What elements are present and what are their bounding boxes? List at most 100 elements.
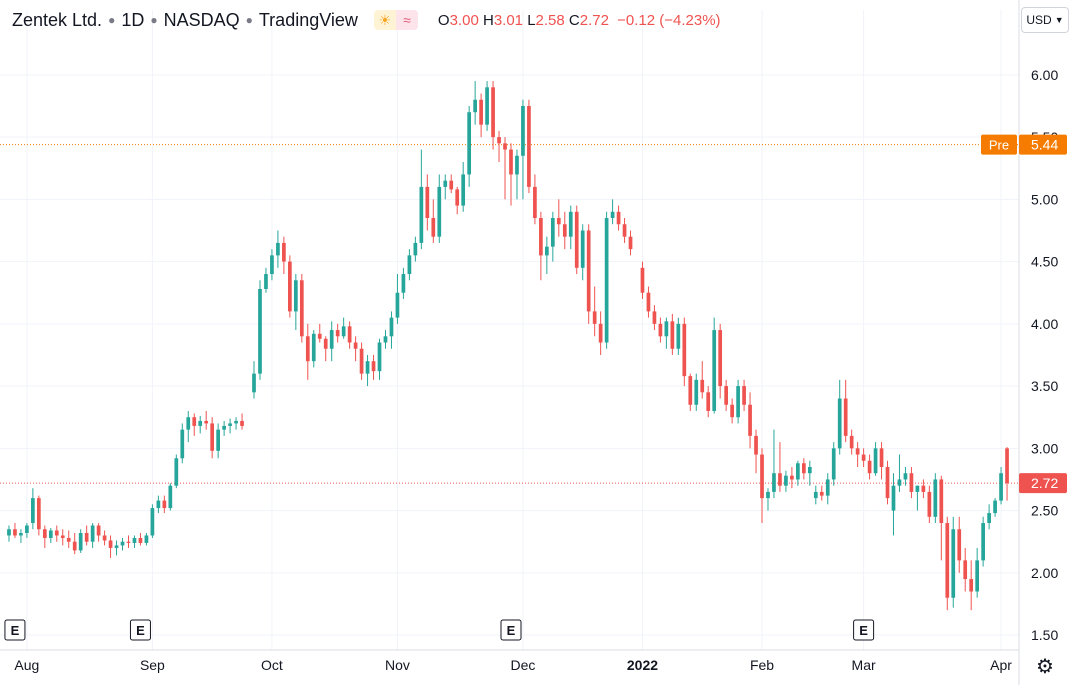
candle-body[interactable] [72,541,77,551]
candle-body[interactable] [622,224,627,237]
gear-icon[interactable]: ⚙ [1036,655,1054,678]
candle-body[interactable] [688,376,693,405]
candle-body[interactable] [550,218,555,247]
candle-body[interactable] [724,386,729,405]
candle-body[interactable] [556,218,561,225]
candle-body[interactable] [473,99,477,113]
candle-body[interactable] [861,454,866,461]
candle-body[interactable] [694,379,699,405]
earnings-marker[interactable] [853,619,875,641]
candle-body[interactable] [676,323,681,349]
candle-body[interactable] [670,321,675,349]
candle-body[interactable] [742,386,746,405]
candle-body[interactable] [843,398,848,436]
candle-body[interactable] [760,454,764,499]
earnings-marker[interactable] [4,619,26,641]
candle-body[interactable] [299,280,304,337]
candle-body[interactable] [311,333,316,362]
candle-body[interactable] [186,417,191,430]
candle-body[interactable] [84,532,89,542]
candle-body[interactable] [993,500,997,514]
candle-body[interactable] [252,373,256,393]
candle-body[interactable] [873,448,878,474]
candle-body[interactable] [1005,448,1009,484]
candle-body[interactable] [945,523,950,598]
candle-body[interactable] [288,261,292,312]
sun-icon[interactable]: ☀ [373,10,396,30]
candle-body[interactable] [407,255,412,275]
candle-body[interactable] [126,541,131,543]
interval-label[interactable]: 1D [121,9,145,30]
candle-body[interactable] [377,342,382,372]
candle-body[interactable] [401,274,406,293]
candle-body[interactable] [987,513,991,524]
candle-body[interactable] [849,435,854,449]
candle-body[interactable] [198,420,203,426]
candle-body[interactable] [778,473,782,486]
candle-body[interactable] [293,280,298,312]
candle-body[interactable] [216,429,220,451]
candle-body[interactable] [885,467,890,499]
earnings-marker[interactable] [129,619,151,641]
candle-body[interactable] [568,211,573,237]
candle-body[interactable] [413,242,418,256]
candle-body[interactable] [640,267,645,293]
candle-body[interactable] [210,423,215,451]
candle-body[interactable] [515,155,519,175]
candle-body[interactable] [521,105,525,156]
candle-body[interactable] [276,242,280,256]
candle-body[interactable] [580,230,585,268]
candle-body[interactable] [562,224,567,237]
candle-body[interactable] [455,189,460,206]
candle-body[interactable] [305,336,310,362]
candle-body[interactable] [999,473,1003,501]
candle-body[interactable] [485,87,489,125]
candle-body[interactable] [138,537,143,543]
candle-body[interactable] [419,186,424,243]
candle-body[interactable] [102,535,107,541]
candle-body[interactable] [784,475,788,486]
candle-body[interactable] [323,338,328,349]
candle-body[interactable] [365,361,370,374]
candle-body[interactable] [168,485,173,509]
candle-body[interactable] [395,292,400,318]
candle-body[interactable] [449,180,454,190]
candle-body[interactable] [359,348,364,374]
candle-body[interactable] [790,475,794,480]
candle-body[interactable] [604,218,609,343]
candle-body[interactable] [897,479,902,486]
candle-body[interactable] [240,420,244,426]
candle-body[interactable] [389,317,394,337]
candle-body[interactable] [341,326,346,337]
candle-body[interactable] [616,211,621,225]
candle-body[interactable] [658,323,663,337]
candle-body[interactable] [60,535,65,538]
candle-body[interactable] [114,545,119,548]
candle-body[interactable] [598,323,603,343]
candle-body[interactable] [282,242,286,262]
earnings-marker[interactable] [500,619,522,641]
candle-body[interactable] [174,458,179,486]
candle-body[interactable] [975,560,980,592]
candle-body[interactable] [192,417,197,426]
candle-body[interactable] [939,479,944,524]
candle-body[interactable] [150,508,155,536]
candle-body[interactable] [921,485,926,492]
candle-body[interactable] [425,186,430,219]
candle-body[interactable] [491,87,495,138]
candle-body[interactable] [264,274,268,289]
candle-body[interactable] [461,174,466,206]
candle-body[interactable] [503,143,507,150]
candle-body[interactable] [903,473,908,480]
candle-body[interactable] [879,448,884,467]
currency-selector[interactable]: USD ▼ [1021,7,1069,33]
candle-body[interactable] [13,529,17,536]
candle-body[interactable] [855,448,860,455]
candle-body[interactable] [258,288,262,374]
candle-body[interactable] [383,336,388,343]
candle-body[interactable] [527,105,531,187]
candle-body[interactable] [545,246,549,256]
candle-body[interactable] [927,491,932,517]
candle-body[interactable] [736,386,740,418]
